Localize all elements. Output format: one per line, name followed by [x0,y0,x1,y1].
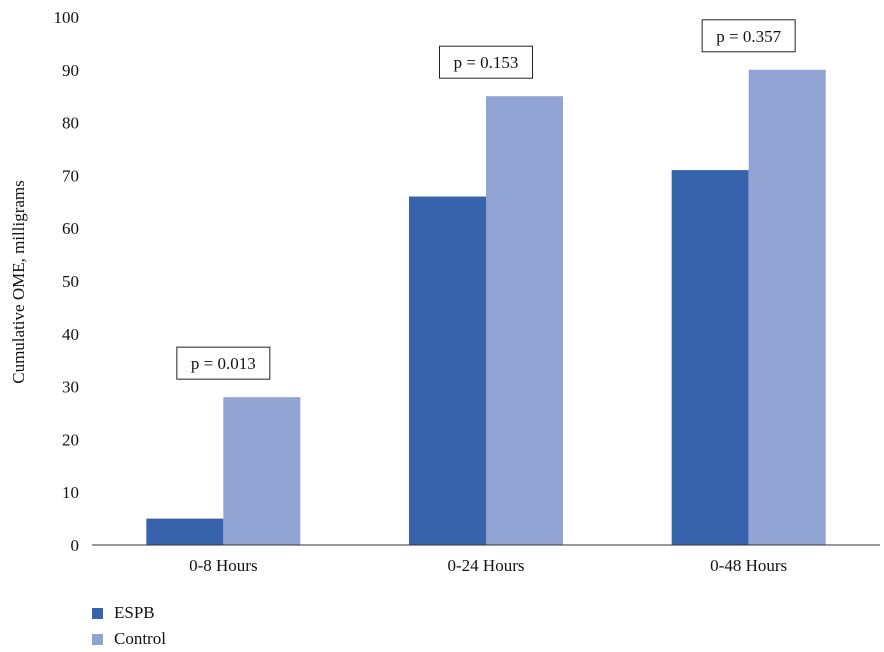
x-tick-label: 0-8 Hours [189,556,257,575]
y-tick-label: 0 [71,536,80,555]
bar-control [748,69,826,546]
legend-label-espb: ESPB [114,603,155,622]
bar-control [486,96,563,545]
p-value-annotations: p = 0.013 p = 0.153 p = 0.357 [176,19,796,380]
y-tick-label: 50 [62,272,79,291]
legend: ESPB Control [92,600,166,652]
y-tick-label: 20 [62,430,79,449]
bar-espb [146,518,224,545]
legend-swatch-espb [92,607,103,619]
legend-item-control: Control [92,626,166,652]
y-tick-label: 90 [62,61,79,80]
y-axis-ticks: 0 10 20 30 40 50 60 70 80 90 100 [54,8,80,555]
p-value-label: p = 0.153 [454,53,519,72]
bar-espb [671,170,749,545]
bars [146,69,826,546]
legend-label-control: Control [114,629,166,648]
p-value-label: p = 0.013 [191,354,256,373]
y-tick-label: 70 [62,166,79,185]
y-axis-title: Cumulative OME, milligrams [9,180,28,384]
bar-control [223,397,301,545]
y-tick-label: 10 [62,483,79,502]
x-tick-label: 0-24 Hours [448,556,525,575]
y-tick-label: 30 [62,378,79,397]
bar-espb [409,196,486,545]
legend-item-espb: ESPB [92,600,166,626]
x-tick-label: 0-48 Hours [710,556,787,575]
p-value-label: p = 0.357 [716,27,781,46]
y-tick-label: 100 [54,8,80,27]
y-tick-label: 80 [62,114,79,133]
legend-swatch-control [92,633,103,645]
p-value-box [176,346,271,380]
p-value-box [701,19,796,53]
x-axis-ticks: 0-8 Hours 0-24 Hours 0-48 Hours [189,556,787,575]
y-tick-label: 60 [62,219,79,238]
p-value-box [439,45,533,79]
bar-chart: Cumulative OME, milligrams 0 10 20 30 40 50 60… [9,8,880,575]
y-tick-label: 40 [62,325,79,344]
